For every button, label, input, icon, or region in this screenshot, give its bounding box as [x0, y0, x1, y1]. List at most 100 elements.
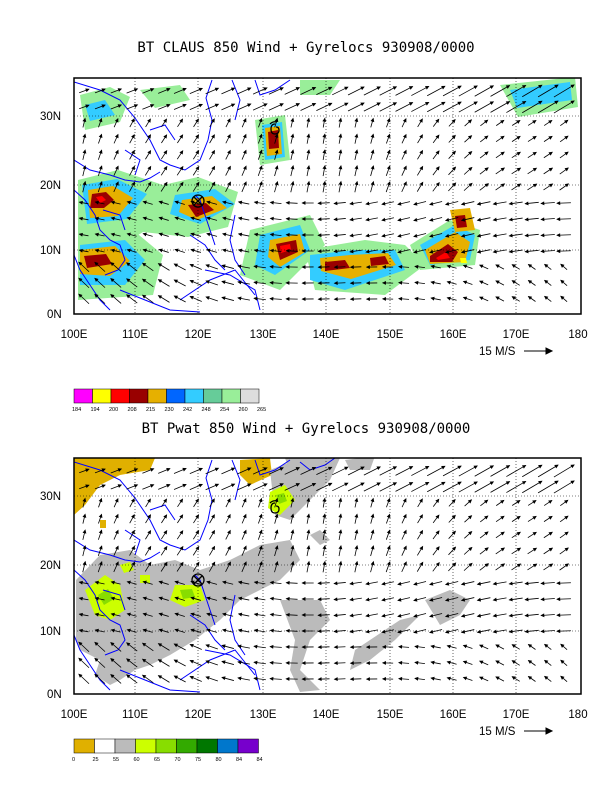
wind-vector: [506, 481, 526, 493]
wind-vector-head: [381, 201, 386, 206]
wind-vector-head: [349, 661, 354, 666]
wind-vector-head: [460, 613, 466, 618]
wind-vector-head: [131, 133, 135, 139]
wind-vector-head: [295, 483, 301, 487]
wind-vector-head: [403, 149, 407, 155]
wind-vector-head: [430, 660, 435, 665]
wind-vector-head: [460, 629, 466, 634]
wind-vector-head: [511, 676, 516, 680]
wind-vector-head: [206, 216, 211, 221]
wind-vector-head: [285, 248, 290, 253]
colorbar-label: 200: [109, 407, 118, 413]
wind-vector-head: [386, 133, 391, 139]
wind-vector-head: [392, 466, 398, 470]
wind-vector-head: [306, 133, 311, 138]
colorbar-label: 84: [257, 757, 263, 763]
wind-vector-head: [166, 484, 171, 488]
wind-vector-head: [227, 133, 231, 139]
wind-vector-head: [495, 280, 500, 285]
wind-vector-head: [182, 467, 187, 472]
wind-vector-head: [226, 498, 231, 503]
wind-vector-head: [468, 151, 473, 156]
wind-vector-head: [263, 483, 268, 487]
wind-vector-head: [149, 104, 155, 108]
colorbar-swatch: [129, 388, 149, 404]
wind-vector-head: [548, 151, 553, 156]
colorbar-swatch: [217, 738, 239, 754]
colorbar-label: 0: [72, 757, 75, 763]
wind-vector-head: [82, 117, 87, 123]
wind-vector-head: [78, 261, 83, 266]
wind-vector-head: [333, 233, 338, 238]
wind-vector: [522, 464, 542, 478]
wind-vector-head: [290, 117, 295, 123]
wind-vector-head: [285, 281, 290, 285]
wind-vector-head: [402, 513, 407, 519]
wind-vector-head: [126, 674, 131, 679]
wind-vector-head: [189, 263, 194, 268]
wind-vector-head: [386, 545, 391, 550]
wind-vector-head: [85, 88, 90, 93]
wind-vector-head: [166, 468, 171, 472]
lon-label: 160E: [440, 329, 467, 341]
wind-vector-head: [285, 612, 290, 617]
wind-vector-head: [115, 529, 119, 535]
wind-vector-head: [173, 263, 179, 268]
wind-vector-head: [435, 150, 440, 155]
wind-vector-head: [78, 673, 83, 678]
wind-vector-head: [214, 103, 220, 108]
wind-vector-head: [221, 200, 227, 205]
wind-vector-head: [274, 133, 279, 138]
wind-vector-head: [237, 660, 242, 665]
wind-vector-head: [142, 232, 147, 237]
wind-vector-head: [269, 612, 274, 617]
wind-vector-head: [179, 514, 184, 519]
wind-vector-head: [398, 280, 403, 285]
wind-vector-head: [253, 280, 258, 285]
wind-vector-head: [237, 280, 242, 285]
wind-vector-head: [349, 281, 354, 286]
wind-vector-head: [338, 149, 343, 154]
lon-label: 120E: [185, 709, 212, 721]
wind-vector-head: [189, 295, 194, 300]
wind-vector-head: [174, 596, 179, 601]
lon-label: 140E: [313, 329, 340, 341]
wind-vector-head: [258, 513, 263, 519]
wind-vector-head: [451, 134, 456, 140]
wind-vector-head: [489, 481, 495, 485]
bottom-panel-lat-labels: 30N 20N 10N 0N: [40, 491, 62, 701]
wind-vector-head: [78, 612, 83, 617]
wind-vector-head: [190, 612, 195, 617]
wind-vector-head: [397, 249, 402, 254]
wind-vector-head: [381, 581, 386, 586]
wind-vector-head: [263, 467, 268, 471]
wind-vector-head: [94, 261, 99, 266]
wind-vector-head: [543, 675, 549, 680]
wind-vector-head: [227, 545, 231, 551]
colorbar-swatch: [237, 738, 259, 754]
wind-vector: [379, 482, 397, 492]
wind-vector-head: [538, 480, 543, 485]
wind-vector-head: [344, 86, 349, 91]
wind-vector-head: [242, 117, 247, 123]
wind-vector-head: [322, 180, 327, 186]
wind-vector-head: [82, 165, 87, 170]
wind-vector-head: [327, 482, 333, 487]
wind-vector-head: [142, 580, 147, 585]
wind-vector-head: [237, 216, 243, 221]
wind-vector-head: [230, 103, 236, 108]
lon-label: 100E: [61, 709, 88, 721]
wind-vector-head: [221, 280, 226, 285]
wind-vector-head: [354, 513, 359, 518]
wind-vector-head: [489, 85, 495, 89]
wind-vector-head: [141, 262, 147, 267]
wind-vector-head: [242, 149, 247, 155]
wind-vector: [522, 100, 542, 114]
colorbar-swatch: [135, 738, 157, 754]
wind-vector-head: [376, 102, 381, 107]
wind-vector-head: [516, 563, 522, 568]
wind-vector-head: [414, 644, 419, 649]
wind-vector-head: [117, 88, 123, 92]
lon-label: 160E: [440, 709, 467, 721]
